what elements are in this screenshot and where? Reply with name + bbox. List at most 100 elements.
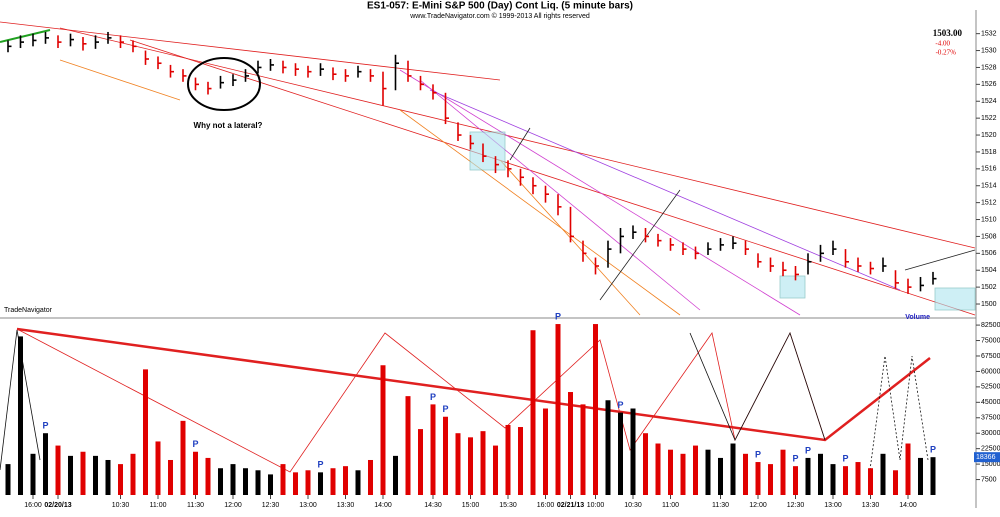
volume-bar bbox=[518, 427, 523, 495]
volume-bar bbox=[468, 437, 473, 495]
volume-bar bbox=[243, 468, 248, 495]
last-volume-box bbox=[974, 452, 1000, 463]
volume-bar bbox=[130, 453, 136, 495]
volume-bar bbox=[318, 472, 323, 495]
volume-bar bbox=[880, 453, 886, 495]
y-tick-label: 37500 bbox=[981, 415, 1000, 422]
volume-lines bbox=[0, 327, 931, 473]
volume-bar bbox=[305, 470, 311, 495]
trend-lines bbox=[0, 21, 976, 316]
x-tick-label: 12:00 bbox=[224, 502, 242, 509]
y-tick-label: 1512 bbox=[981, 199, 997, 206]
y-tick-label: 1520 bbox=[981, 132, 997, 139]
volume-marker: P bbox=[617, 400, 623, 410]
volume-bar bbox=[30, 453, 36, 495]
y-tick-label: 1526 bbox=[981, 81, 997, 88]
last-price: 1503.00 bbox=[933, 28, 963, 38]
volume-bar bbox=[555, 324, 561, 495]
x-tick-label: 14:00 bbox=[374, 502, 392, 509]
volume-bar bbox=[118, 464, 123, 495]
x-tick-label: 13:00 bbox=[824, 502, 842, 509]
volume-bar bbox=[355, 470, 361, 495]
x-tick-label: 13:00 bbox=[299, 502, 317, 509]
y-tick-label: 52500 bbox=[981, 384, 1000, 391]
x-tick-label: 15:30 bbox=[499, 502, 517, 509]
volume-marker: P bbox=[930, 445, 936, 455]
copyright: www.TradeNavigator.com © 1999-2013 All r… bbox=[409, 12, 590, 20]
volume-bar bbox=[743, 453, 748, 495]
volume-bar bbox=[930, 457, 936, 495]
volume-marker: P bbox=[442, 404, 448, 414]
volume-bar bbox=[668, 449, 673, 495]
volume-bar bbox=[843, 466, 848, 495]
y-tick-label: 1514 bbox=[981, 183, 997, 190]
y-tick-label: 1532 bbox=[981, 31, 997, 38]
volume-bar bbox=[343, 466, 348, 495]
annotation: Why not a lateral? bbox=[194, 121, 263, 130]
volume-bar bbox=[80, 451, 86, 495]
volume-bar bbox=[55, 445, 61, 495]
volume-bar bbox=[105, 459, 111, 495]
volume-marker: P bbox=[755, 449, 761, 459]
y-tick-label: 1504 bbox=[981, 267, 997, 274]
y-tick-label: 7500 bbox=[981, 476, 997, 483]
volume-bar bbox=[255, 470, 261, 495]
x-tick-label: 14:00 bbox=[899, 502, 917, 509]
volume-bar bbox=[543, 408, 548, 495]
volume-marker: P bbox=[192, 439, 198, 449]
volume-bar bbox=[918, 457, 923, 495]
y-tick-label: 1524 bbox=[981, 98, 997, 105]
volume-bar bbox=[455, 433, 461, 495]
x-tick-label: 13:30 bbox=[337, 502, 355, 509]
y-tick-label: 45000 bbox=[981, 399, 1000, 406]
volume-bar bbox=[143, 369, 148, 495]
y-tick-label: 30000 bbox=[981, 430, 1000, 437]
volume-bar bbox=[393, 455, 398, 495]
volume-marker: P bbox=[842, 454, 848, 464]
y-tick-label: 1508 bbox=[981, 233, 997, 240]
volume-bar bbox=[18, 336, 23, 495]
volume-marker: P bbox=[792, 454, 798, 464]
y-tick-label: 82500 bbox=[981, 322, 1000, 329]
price-change-pct: -0.27% bbox=[936, 49, 957, 57]
watermark: TradeNavigator bbox=[4, 307, 53, 314]
volume-bar bbox=[93, 455, 98, 495]
x-tick-label: 12:30 bbox=[787, 502, 805, 509]
volume-bar bbox=[443, 416, 448, 495]
volume-bar bbox=[405, 396, 411, 495]
y-tick-label: 1522 bbox=[981, 115, 997, 122]
volume-bar bbox=[330, 468, 336, 495]
y-tick-label: 1528 bbox=[981, 64, 997, 71]
y-tick-label: 22500 bbox=[981, 446, 1000, 453]
volume-marker: P bbox=[317, 460, 323, 470]
volume-bar bbox=[568, 392, 573, 495]
x-tick-label: 11:30 bbox=[187, 502, 204, 509]
volume-bar bbox=[505, 424, 511, 495]
volume-bar bbox=[630, 408, 636, 495]
y-tick-label: 1518 bbox=[981, 149, 997, 156]
y-tick-label: 1506 bbox=[981, 250, 997, 257]
volume-bar bbox=[618, 412, 623, 495]
x-tick-label: 16:00 bbox=[24, 502, 42, 509]
volume-bar bbox=[705, 449, 711, 495]
x-tick-label: 11:00 bbox=[150, 502, 167, 509]
volume-bar bbox=[605, 400, 611, 495]
volume-bar bbox=[480, 431, 486, 495]
x-tick-label: 12:30 bbox=[262, 502, 280, 509]
volume-bar bbox=[805, 457, 811, 495]
x-tick-label: 02/20/13 bbox=[44, 502, 71, 509]
volume-bar bbox=[593, 324, 598, 495]
volume-bar bbox=[268, 474, 273, 495]
x-tick-label: 14:30 bbox=[424, 502, 442, 509]
volume-bar bbox=[218, 468, 223, 495]
last-volume-label: 18366 bbox=[976, 454, 996, 461]
volume-bar bbox=[155, 441, 161, 495]
volume-marker: P bbox=[42, 421, 48, 431]
x-tick-label: 15:00 bbox=[462, 502, 480, 509]
volume-bar bbox=[168, 459, 173, 495]
volume-bar bbox=[430, 404, 436, 495]
volume-bar bbox=[905, 443, 911, 495]
volume-bar bbox=[68, 455, 73, 495]
